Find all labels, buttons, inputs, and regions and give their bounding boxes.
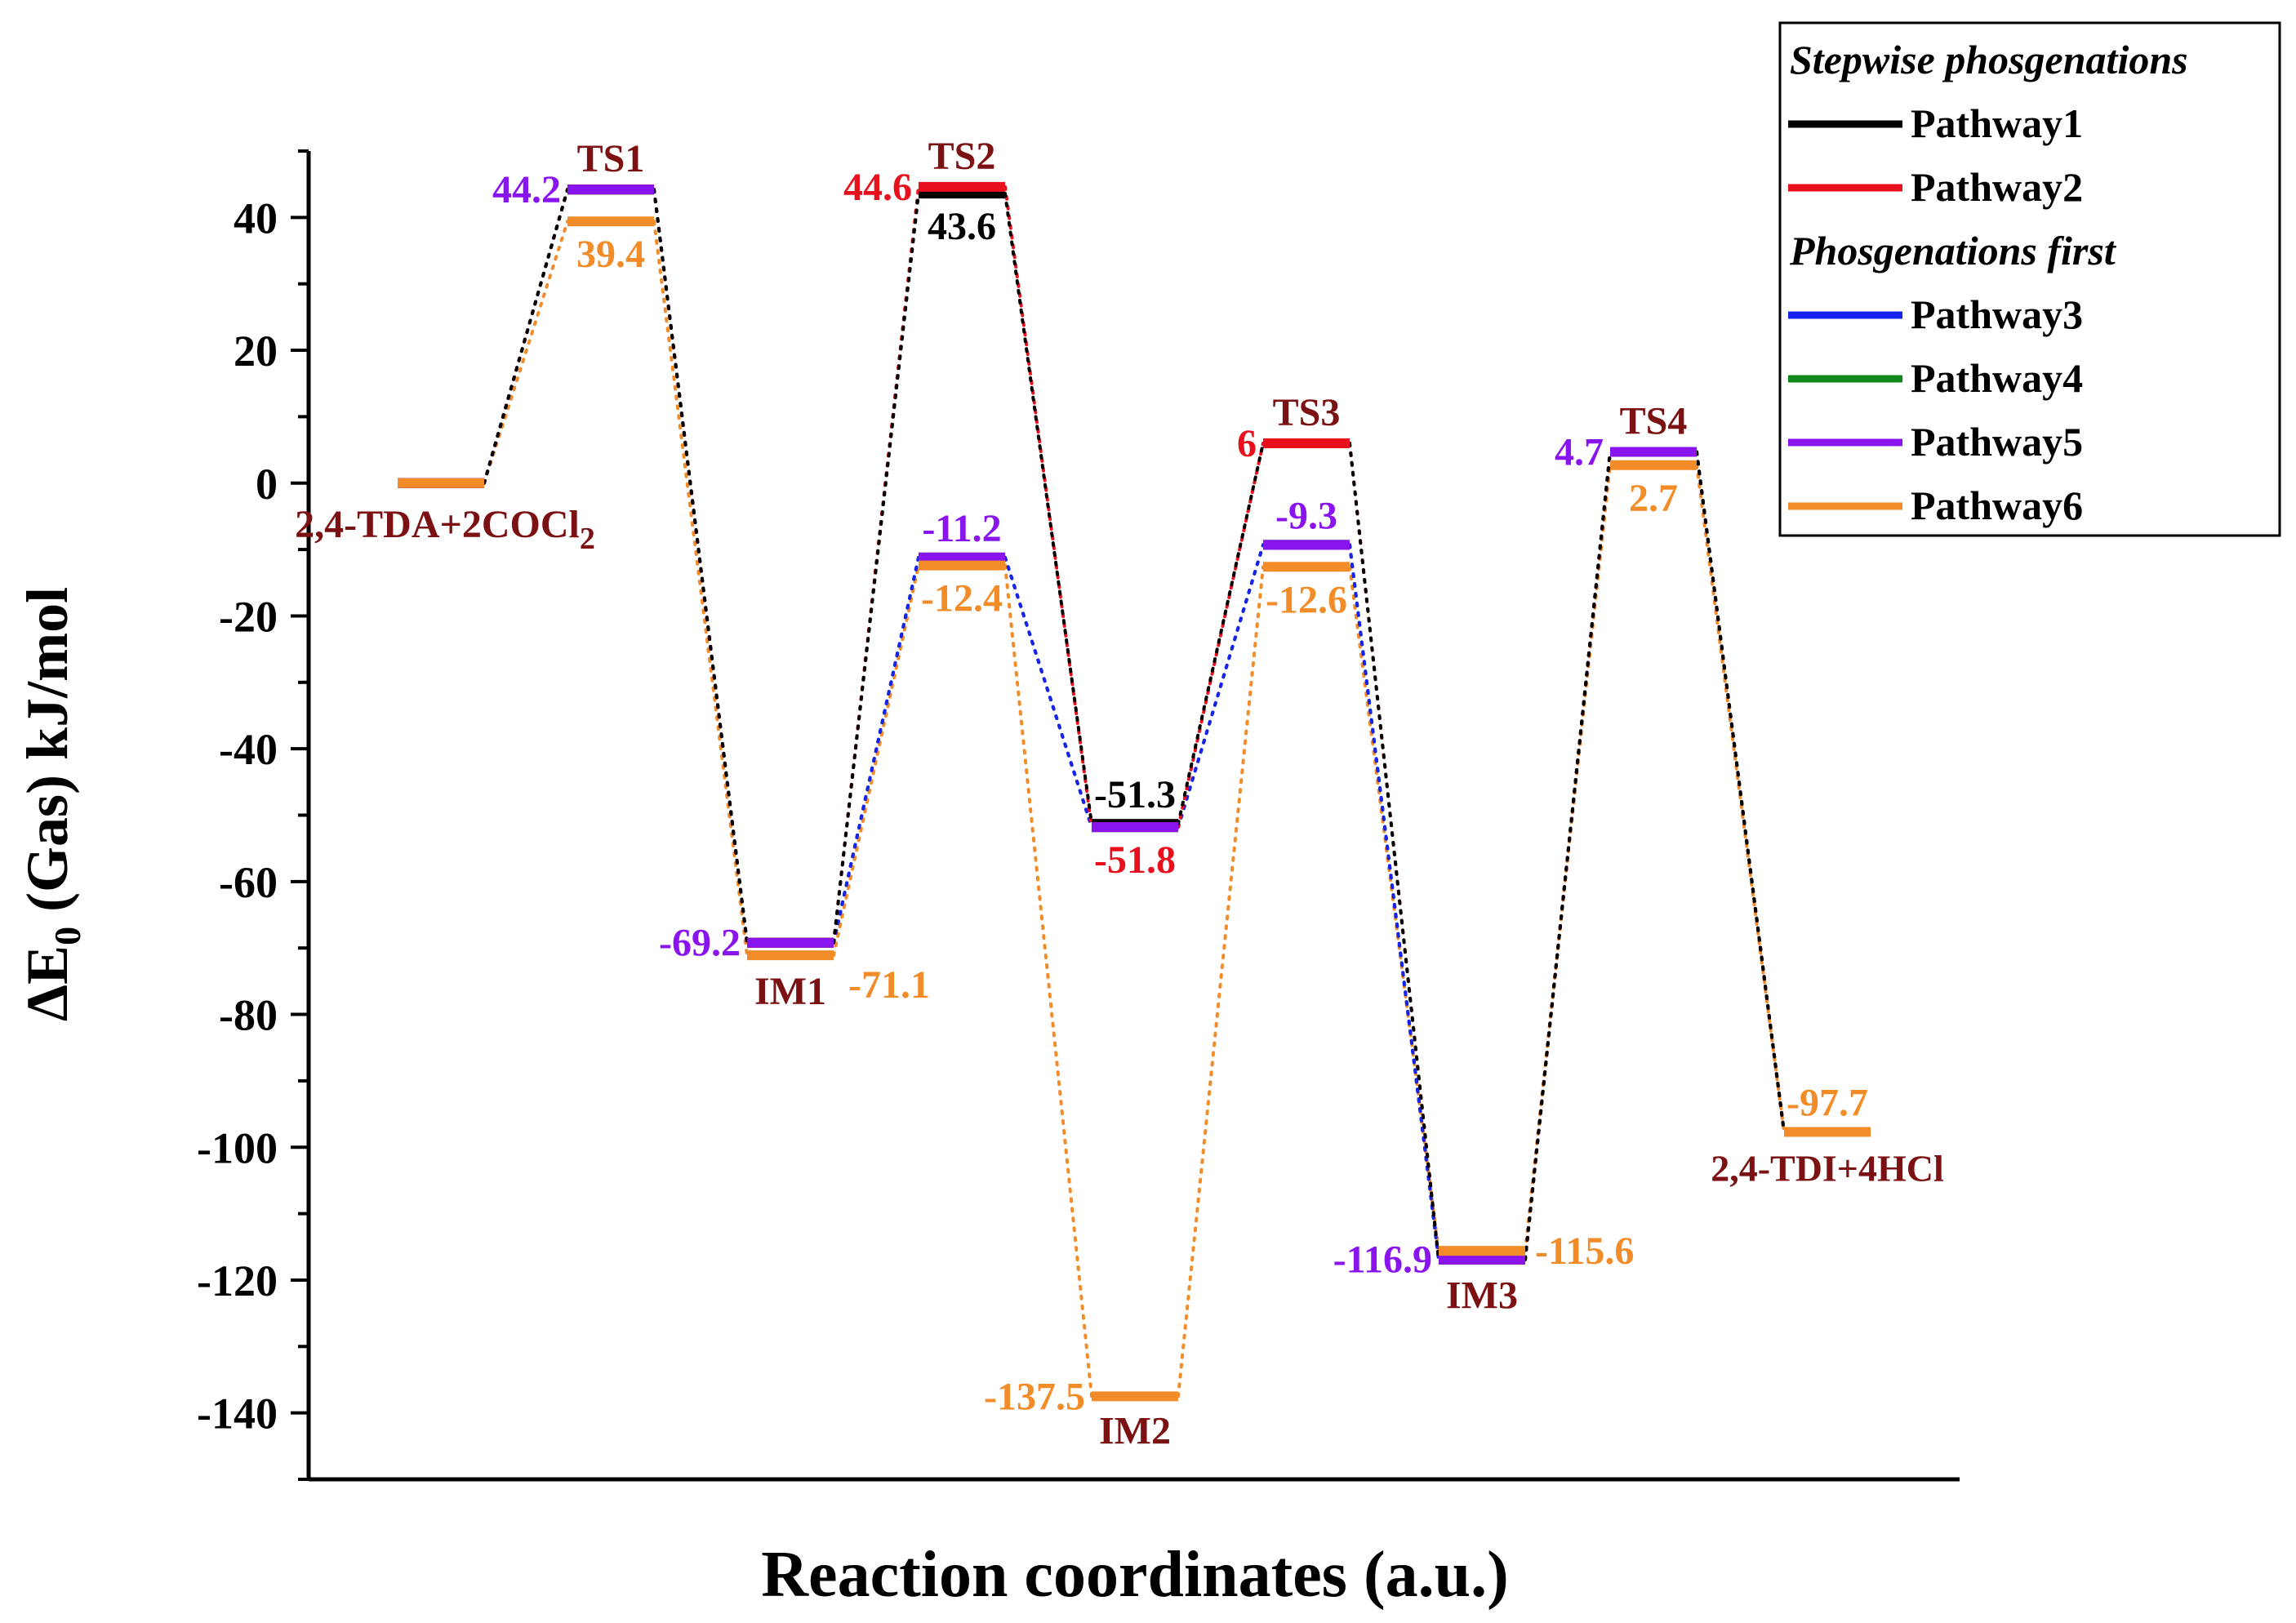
connector-pathway5 xyxy=(1524,450,1612,1261)
x-axis-label: Reaction coordinates (a.u.) xyxy=(761,1539,1508,1611)
energy-levels xyxy=(398,181,1871,1402)
connector-pathway6 xyxy=(1348,565,1440,1253)
data-label: -51.8 xyxy=(1094,838,1176,882)
legend: Stepwise phosgenations Pathway1 Pathway2 Ph… xyxy=(1778,21,2281,537)
connector-pathway6 xyxy=(1003,563,1093,1398)
stage-label-im2: IM2 xyxy=(1099,1409,1171,1452)
connector-pathway4 xyxy=(1524,450,1612,1261)
data-label: -116.9 xyxy=(1333,1238,1432,1282)
y-tick-label: -120 xyxy=(197,1256,278,1305)
legend-entry: Pathway3 xyxy=(1911,291,2083,337)
data-label: -11.2 xyxy=(922,507,1001,550)
connector-pathway1 xyxy=(832,192,920,945)
connector-pathway6 xyxy=(1177,565,1265,1398)
connector-pathway3 xyxy=(832,555,920,945)
value-labels: 44.2 39.4 -69.2 -71.1 44.6 43.6 -11.2 -12.4 -51.… xyxy=(492,166,1868,1418)
legend-group-title: Phosgenations first xyxy=(1789,228,2117,273)
data-label: -12.4 xyxy=(921,577,1003,620)
stage-label-ts3: TS3 xyxy=(1273,391,1341,434)
connector-pathway1 xyxy=(1695,450,1786,1134)
data-label: -97.7 xyxy=(1787,1082,1868,1125)
y-tick-label: -40 xyxy=(219,725,278,774)
data-label: -51.3 xyxy=(1094,773,1176,816)
legend-box xyxy=(1778,21,2281,537)
connector-pathway1 xyxy=(1524,450,1612,1261)
reactant-subscript: 2 xyxy=(580,522,595,556)
stage-labels: TS1 TS2 TS3 TS4 IM1 IM2 IM3 2,4-TDI+4HCl 2,4-TDA… xyxy=(295,135,1944,1452)
connector-pathway3 xyxy=(1177,543,1265,829)
data-label: -137.5 xyxy=(984,1375,1085,1418)
connector-pathway6 xyxy=(483,220,569,485)
legend-entry: Pathway2 xyxy=(1911,164,2083,210)
connector-pathway3 xyxy=(1003,555,1093,829)
y-tick-label: -80 xyxy=(219,991,278,1040)
data-label: 44.2 xyxy=(492,168,561,211)
axes: 40 20 0 -20 -40 -60 -80 -100 -120 -140 xyxy=(197,149,1960,1482)
connector-pathway1 xyxy=(1177,441,1265,826)
connector-pathway6 xyxy=(652,220,749,958)
connector-pathway3 xyxy=(1348,543,1440,1261)
connector-pathway3 xyxy=(1524,450,1612,1261)
stage-label-im1: IM1 xyxy=(754,970,826,1013)
stage-label-im3: IM3 xyxy=(1446,1274,1518,1318)
data-label: -71.1 xyxy=(848,963,930,1007)
connector-lines xyxy=(483,185,1786,1398)
connector-pathway1 xyxy=(1003,192,1093,826)
connector-pathway2 xyxy=(1177,441,1265,829)
stage-label-ts2: TS2 xyxy=(928,135,996,178)
y-tick-label: 40 xyxy=(234,193,278,242)
data-label: -69.2 xyxy=(659,922,741,965)
y-tick-label: -60 xyxy=(219,858,278,907)
data-label: -12.6 xyxy=(1266,578,1347,621)
connector-pathway1 xyxy=(1348,441,1440,1261)
stage-label-product: 2,4-TDI+4HCl xyxy=(1711,1148,1944,1189)
reactant-text: 2,4-TDA+2COCl xyxy=(295,503,580,546)
y-tick-label: -100 xyxy=(197,1123,278,1172)
stage-label-reactant: 2,4-TDA+2COCl2 xyxy=(295,503,595,556)
data-label: 43.6 xyxy=(928,205,996,248)
legend-entry: Pathway1 xyxy=(1911,100,2083,146)
y-tick-label: -140 xyxy=(197,1390,278,1438)
stage-label-ts4: TS4 xyxy=(1620,400,1688,443)
data-label: 6 xyxy=(1237,422,1257,465)
data-label: 44.6 xyxy=(843,166,912,209)
legend-entry: Pathway6 xyxy=(1911,482,2083,528)
y-tick-label: 20 xyxy=(234,327,278,376)
connector-pathway6 xyxy=(832,563,920,958)
data-label: 39.4 xyxy=(576,233,645,276)
legend-entry: Pathway4 xyxy=(1911,355,2083,401)
y-axis-label-subscript: 0 xyxy=(47,927,88,945)
data-label: -115.6 xyxy=(1535,1229,1634,1273)
data-label: -9.3 xyxy=(1275,494,1337,537)
connector-pathway1 xyxy=(483,188,569,485)
data-label: 2.7 xyxy=(1629,477,1678,520)
stage-label-ts1: TS1 xyxy=(577,137,645,180)
y-tick-label: 0 xyxy=(256,460,278,509)
connector-pathway2 xyxy=(1524,450,1612,1261)
connector-pathway1 xyxy=(652,188,749,945)
data-label: 4.7 xyxy=(1555,431,1604,474)
legend-group-title: Stepwise phosgenations xyxy=(1790,37,2188,82)
y-axis-label: ΔE0 (Gas) kJ/mol xyxy=(15,587,88,1021)
y-tick-label: -20 xyxy=(219,592,278,641)
legend-entry: Pathway5 xyxy=(1911,419,2083,465)
connector-pathway6 xyxy=(1695,463,1786,1134)
